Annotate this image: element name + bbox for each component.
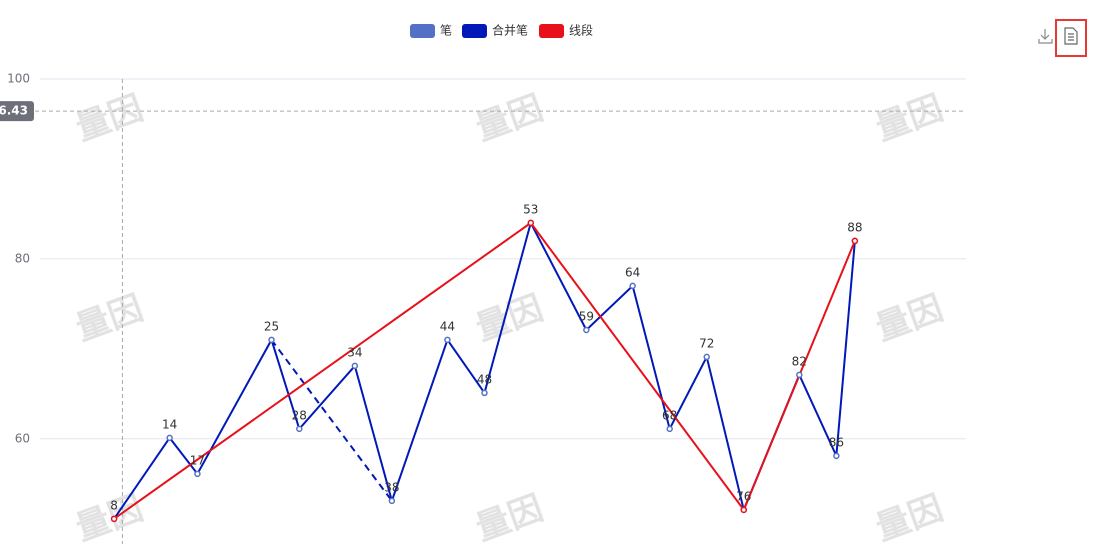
point-label: 28 [292,408,307,422]
y-tick-label: 60 [15,431,30,445]
y-tick-label: 100 [7,72,30,86]
point-label: 53 [523,202,538,216]
data-view-button[interactable] [1064,27,1078,45]
point-marker [268,336,275,344]
point-marker [388,497,396,505]
point-label: 34 [347,345,362,359]
point-marker [851,237,859,245]
legend-swatch [462,24,487,38]
point-marker [527,219,535,227]
legend-swatch [410,24,435,38]
point-marker [740,506,748,514]
highlight-box [1055,19,1087,57]
point-marker [583,326,590,334]
point-marker [481,389,488,397]
point-marker [166,434,173,442]
point-marker [629,282,636,290]
point-label: 48 [477,372,492,386]
legend-label: 合并笔 [492,23,528,38]
watermark: 量因 [71,288,149,349]
point-label: 14 [162,417,177,431]
point-marker [110,515,118,523]
watermark: 量因 [871,288,949,349]
point-marker [666,425,673,433]
point-label: 38 [384,480,399,494]
watermark: 量因 [871,488,949,544]
point-label: 17 [190,453,205,467]
point-marker [796,371,803,379]
point-label: 88 [847,220,862,234]
watermark: 量因 [71,88,149,149]
watermark: 量因 [71,488,149,544]
point-marker [703,353,710,361]
point-label: 86 [829,435,844,449]
point-marker [444,336,451,344]
point-marker [296,425,303,433]
legend-label: 笔 [440,23,452,38]
point-marker [833,452,840,460]
point-label: 76 [736,489,751,503]
point-marker [351,362,359,370]
point-label: 8 [110,498,118,512]
axis-pointer-label-bg [0,101,34,122]
watermark: 量因 [471,488,549,544]
watermark: 量因 [471,88,549,149]
point-label: 68 [662,408,677,422]
series-line [113,221,856,520]
point-label: 25 [264,319,279,333]
axis-pointer-label: 96.43 [0,104,28,118]
point-label: 82 [792,354,807,368]
series-line [113,220,856,520]
point-label: 64 [625,265,640,279]
legend-swatch [539,24,564,38]
point-marker [194,470,201,478]
point-label: 44 [440,319,455,333]
point-label: 72 [699,336,714,350]
save-image-button[interactable] [1038,29,1053,44]
point-label: 59 [579,309,594,323]
toolbox [1038,19,1087,57]
legend-label: 线段 [569,23,593,38]
series-line [270,339,393,502]
watermark: 量因 [871,88,949,149]
y-tick-label: 80 [15,251,30,265]
